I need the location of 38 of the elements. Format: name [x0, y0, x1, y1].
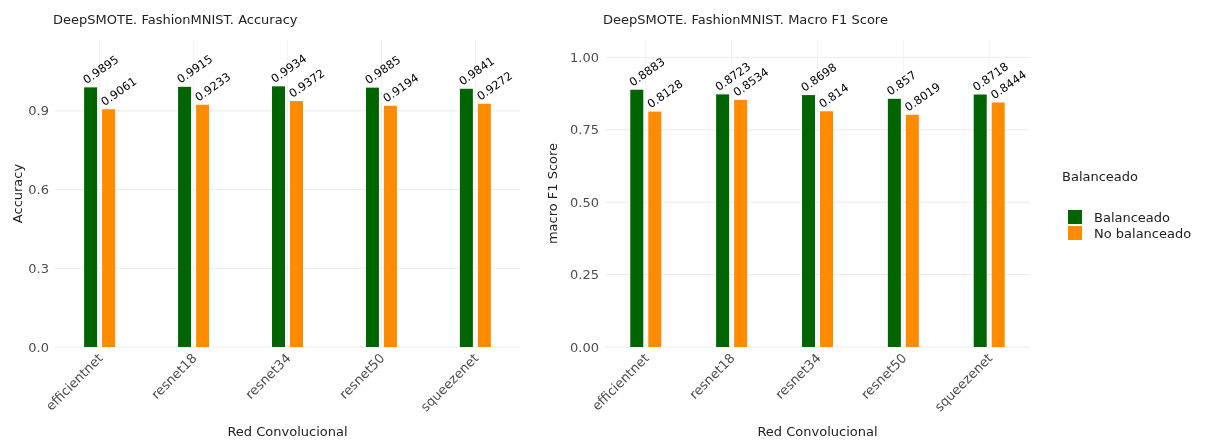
bar — [734, 99, 748, 347]
bar — [973, 94, 987, 347]
bar — [178, 86, 192, 347]
bar — [196, 104, 210, 347]
y-tick-label: 0.75 — [570, 122, 599, 138]
legend-title: Balanceado — [1062, 169, 1139, 184]
y-tick-label: 0.0 — [28, 339, 49, 355]
bar — [991, 102, 1005, 347]
bar — [477, 103, 491, 347]
chart-title: DeepSMOTE. FashionMNIST. Accuracy — [53, 12, 298, 27]
y-tick-label: 0.3 — [28, 260, 49, 276]
bar — [383, 105, 397, 347]
y-tick-label: 0.00 — [570, 339, 599, 355]
bar — [102, 109, 116, 347]
chart-title: DeepSMOTE. FashionMNIST. Macro F1 Score — [603, 12, 888, 27]
y-tick-label: 0.25 — [570, 267, 599, 283]
bar — [887, 98, 901, 347]
y-tick-label: 0.6 — [28, 182, 49, 198]
bar — [290, 101, 303, 347]
y-tick-label: 0.9 — [28, 103, 49, 119]
y-tick-label: 1.00 — [570, 49, 599, 65]
bar — [630, 89, 644, 347]
y-tick-label: 0.50 — [570, 194, 599, 210]
x-axis-title: Red Convolucional — [227, 424, 348, 439]
bar — [802, 95, 815, 347]
bar — [716, 94, 730, 347]
y-axis-title: Accuracy — [10, 163, 25, 224]
bar — [905, 114, 919, 347]
bar — [272, 86, 285, 347]
legend-label: Balanceado — [1094, 210, 1171, 225]
legend-label: No balanceado — [1094, 226, 1192, 241]
bar — [459, 88, 473, 347]
bar — [648, 111, 662, 347]
bar — [84, 87, 98, 347]
bar — [820, 111, 833, 347]
y-axis-title: macro F1 Score — [545, 142, 560, 245]
x-axis-title: Red Convolucional — [757, 424, 878, 439]
bar — [365, 87, 379, 347]
